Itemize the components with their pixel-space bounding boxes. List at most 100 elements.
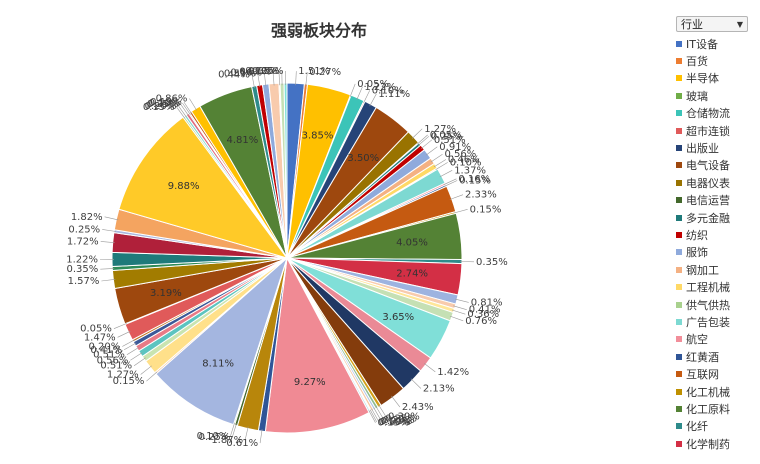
leader-line bbox=[435, 162, 448, 170]
slice-percent-label: 8.11% bbox=[202, 359, 234, 370]
slice-percent-label: 0.10% bbox=[245, 66, 277, 77]
legend-label: 工程机械 bbox=[686, 281, 730, 295]
legend-item[interactable]: 钢加工 bbox=[676, 261, 760, 278]
slice-percent-label: 0.56% bbox=[445, 149, 477, 160]
leader-line bbox=[411, 128, 423, 139]
leader-line bbox=[251, 74, 255, 89]
leader-line bbox=[183, 101, 192, 114]
leader-line bbox=[113, 323, 127, 329]
leader-line bbox=[104, 216, 119, 221]
leader-line bbox=[263, 72, 267, 87]
legend-swatch bbox=[676, 40, 682, 47]
legend-item[interactable]: 出版业 bbox=[676, 139, 760, 156]
leader-line bbox=[123, 342, 137, 351]
leader-line bbox=[417, 134, 428, 145]
pie-slice-item-44[interactable] bbox=[155, 256, 289, 426]
leader-line bbox=[439, 170, 453, 178]
legend-label: 电气设备 bbox=[686, 159, 730, 173]
legend-item[interactable]: 红黄酒 bbox=[676, 348, 760, 365]
legend-item[interactable]: 纺织 bbox=[676, 226, 760, 243]
slice-percent-label: 0.20% bbox=[145, 101, 177, 112]
legend-label: 钢加工 bbox=[686, 263, 719, 277]
legend-item[interactable]: 互联网 bbox=[676, 365, 760, 382]
slice-percent-label: 3.19% bbox=[150, 288, 182, 299]
slice-percent-label: 0.10% bbox=[197, 431, 229, 442]
slice-percent-label: 2.74% bbox=[396, 268, 428, 279]
legend-item[interactable]: 百货 bbox=[676, 52, 760, 69]
legend-swatch bbox=[676, 423, 682, 430]
legend-item[interactable]: 仓储物流 bbox=[676, 105, 760, 122]
legend-item[interactable]: 电气设备 bbox=[676, 157, 760, 174]
slice-percent-label: 0.87% bbox=[239, 67, 271, 78]
slice-percent-label: 0.05% bbox=[80, 324, 112, 335]
pie-slice-item-61[interactable] bbox=[118, 116, 289, 259]
legend: 行业 ▼ IT设备 百货 半导体 玻璃仓储物流 超市连锁出版业电气设备 电器仪表 电信运营多… bbox=[676, 16, 760, 452]
leader-line bbox=[363, 90, 371, 104]
legend-item[interactable]: 服饰 bbox=[676, 244, 760, 261]
legend-item[interactable]: 化工机械 bbox=[676, 383, 760, 400]
legend-item[interactable]: 多元金融 bbox=[676, 209, 760, 226]
slice-percent-label: 0.27% bbox=[309, 67, 341, 78]
legend-item[interactable]: 化纤 bbox=[676, 418, 760, 435]
legend-item[interactable]: 电信运营 bbox=[676, 192, 760, 209]
legend-item[interactable]: 化学制药 bbox=[676, 435, 760, 452]
slice-percent-label: 3.65% bbox=[382, 312, 414, 323]
legend-item[interactable]: 航空 bbox=[676, 331, 760, 348]
slice-percent-label: 0.44% bbox=[218, 69, 250, 80]
slice-percent-label: 0.10% bbox=[379, 417, 411, 428]
legend-swatch bbox=[676, 145, 682, 152]
pie-slice-item-39[interactable] bbox=[264, 256, 370, 434]
leader-line bbox=[418, 136, 430, 146]
leader-line bbox=[371, 408, 379, 422]
leader-line bbox=[375, 406, 384, 419]
legend-swatch bbox=[676, 58, 682, 65]
legend-item[interactable]: 半导体 bbox=[676, 70, 760, 87]
leader-line bbox=[126, 347, 140, 355]
legend-swatch bbox=[676, 110, 682, 117]
legend-label: 仓储物流 bbox=[686, 107, 730, 121]
leader-line bbox=[102, 229, 117, 232]
legend-item[interactable]: 电器仪表 bbox=[676, 174, 760, 191]
leader-line bbox=[356, 86, 363, 100]
leader-line bbox=[272, 71, 275, 86]
slice-percent-label: 0.56% bbox=[97, 355, 129, 366]
slice-percent-label: 1.87% bbox=[211, 435, 243, 446]
legend-filter-dropdown[interactable]: 行业 ▼ bbox=[676, 16, 748, 32]
leader-line bbox=[146, 371, 158, 382]
legend-label: 广告包装 bbox=[686, 315, 730, 329]
legend-item[interactable]: 玻璃 bbox=[676, 87, 760, 104]
slice-percent-label: 2.13% bbox=[423, 384, 455, 395]
slice-percent-label: 1.11% bbox=[378, 89, 410, 100]
legend-item[interactable]: 工程机械 bbox=[676, 278, 760, 295]
leader-line bbox=[117, 331, 131, 338]
leader-line bbox=[230, 422, 235, 437]
leader-line bbox=[433, 159, 447, 168]
legend-item[interactable]: 广告包装 bbox=[676, 313, 760, 330]
slice-percent-label: 1.47% bbox=[84, 332, 116, 343]
leader-line bbox=[182, 102, 191, 115]
leader-line bbox=[305, 72, 308, 87]
leader-line bbox=[100, 241, 115, 243]
legend-label: 化纤 bbox=[686, 420, 708, 434]
legend-label: 化学制药 bbox=[686, 437, 730, 451]
leader-line bbox=[410, 378, 422, 389]
legend-item[interactable]: 超市连锁 bbox=[676, 122, 760, 139]
legend-swatch bbox=[676, 284, 682, 291]
leader-line bbox=[425, 146, 438, 156]
leader-line bbox=[443, 178, 457, 185]
slice-percent-label: 0.25% bbox=[385, 413, 417, 424]
legend-item[interactable]: IT设备 bbox=[676, 35, 760, 52]
legend-label: 出版业 bbox=[686, 142, 719, 156]
pie-slices bbox=[111, 82, 463, 434]
slice-percent-label: 0.10% bbox=[372, 85, 404, 96]
leader-line bbox=[391, 395, 401, 408]
legend-item[interactable]: 供气供热 bbox=[676, 296, 760, 313]
legend-item[interactable]: 化工原料 bbox=[676, 400, 760, 417]
leader-line bbox=[430, 153, 443, 163]
slice-percent-label: 0.25% bbox=[252, 66, 284, 77]
legend-swatch bbox=[676, 179, 682, 186]
leader-line bbox=[295, 71, 297, 86]
slice-percent-label: 4.81% bbox=[227, 135, 259, 146]
slice-percent-label: 0.05% bbox=[430, 130, 462, 141]
leader-line bbox=[368, 410, 376, 423]
